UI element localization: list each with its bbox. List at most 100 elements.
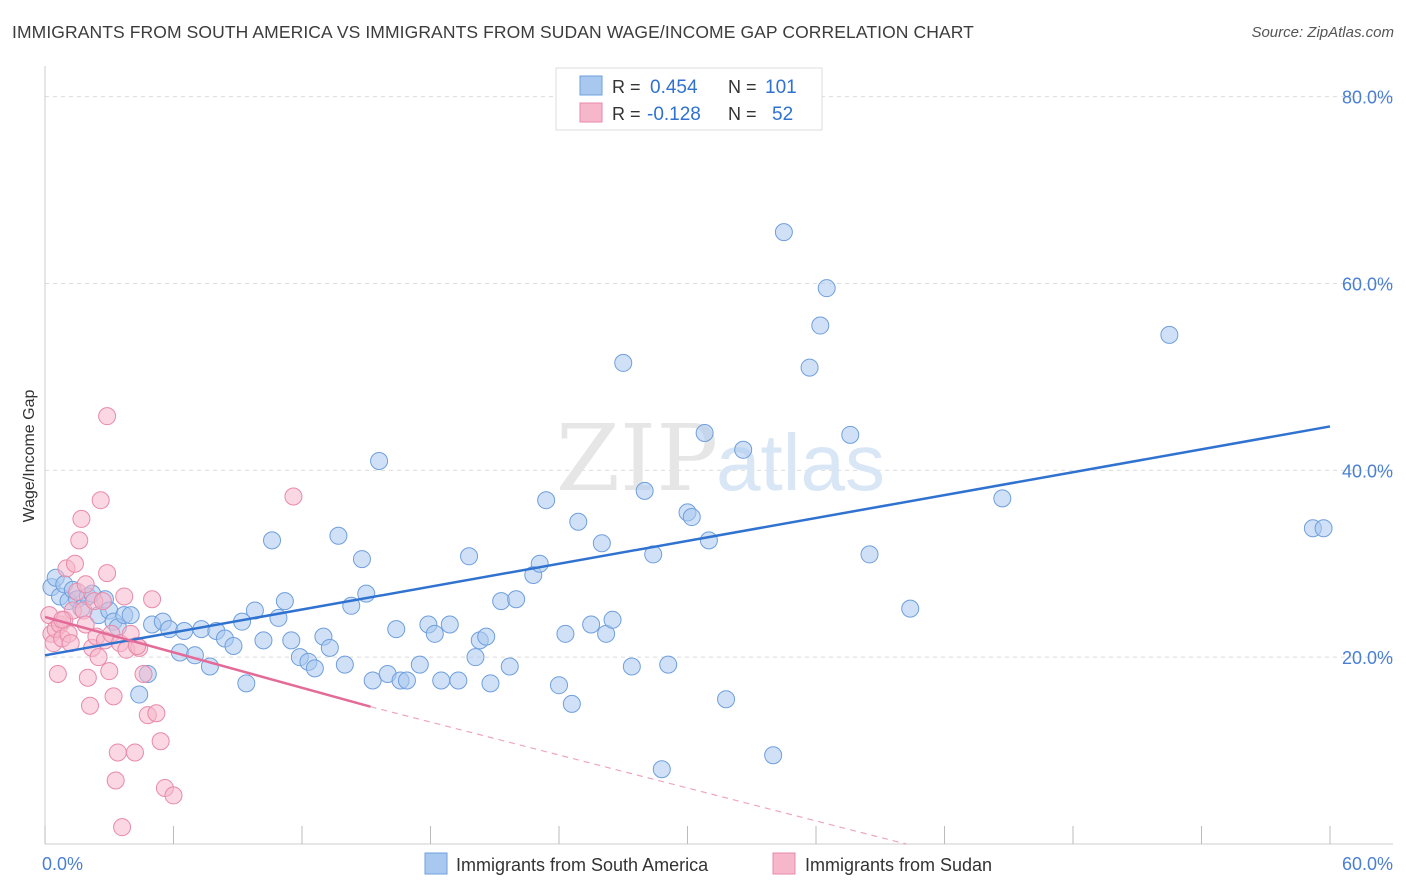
south-america-point	[800, 358, 819, 377]
axes	[44, 66, 1393, 845]
south-america-point	[582, 615, 601, 634]
south-america-point	[993, 489, 1012, 508]
south-america-point	[329, 526, 348, 545]
south-america-point	[440, 615, 459, 634]
sudan-point	[151, 732, 170, 751]
stats-swatch-south-america	[579, 75, 603, 96]
y-axis-label: Wage/Income Gap	[21, 390, 38, 523]
south-america-point	[695, 423, 714, 442]
south-america-point	[500, 657, 519, 676]
sudan-point	[115, 587, 134, 606]
stats-r-label-1: R =	[612, 77, 641, 97]
sudan-point	[134, 664, 153, 683]
y-tick-labels: 20.0% 40.0% 60.0% 80.0%	[1342, 88, 1393, 668]
sudan-point	[98, 407, 117, 426]
south-america-point	[370, 452, 389, 470]
y-tick-label: 40.0%	[1342, 461, 1393, 481]
south-america-point	[121, 606, 140, 625]
south-america-point	[764, 746, 783, 765]
south-america-point	[397, 671, 416, 690]
south-america-point	[682, 508, 701, 527]
south-america-point	[492, 592, 511, 611]
stats-legend: R = 0.454 N = 101 R = -0.128 N = 52	[555, 67, 823, 131]
south-america-point	[263, 531, 282, 550]
source-label: Source: ZipAtlas.com	[1251, 24, 1394, 41]
south-america-point	[335, 655, 354, 674]
south-america-point	[477, 627, 496, 646]
stats-r-label-2: R =	[612, 104, 641, 124]
south-america-point	[550, 676, 568, 695]
south-america-point	[387, 620, 406, 639]
south-america-point	[432, 671, 451, 690]
south-america-point	[363, 671, 382, 690]
south-america-point	[699, 531, 718, 550]
south-america-point	[254, 631, 273, 650]
sudan-point	[76, 575, 95, 594]
sudan-point	[70, 531, 89, 550]
south-america-point	[622, 657, 641, 676]
y-tick-label: 20.0%	[1342, 648, 1393, 668]
south-america-point	[282, 631, 301, 650]
south-america-point	[569, 512, 588, 531]
x-tick-labels: 0.0% 60.0%	[42, 854, 1393, 874]
south-america-point	[614, 353, 633, 372]
y-tick-label: 80.0%	[1342, 88, 1393, 108]
y-tick-label: 60.0%	[1342, 275, 1393, 295]
south-america-point	[774, 223, 793, 242]
south-america-point	[659, 655, 678, 674]
sudan-point	[89, 648, 108, 667]
south-america-point	[817, 279, 836, 298]
stats-n-label-1: N =	[728, 77, 757, 97]
trend-lines	[44, 425, 1331, 845]
south-america-point	[537, 491, 556, 510]
south-america-point	[652, 760, 671, 779]
legend-label-sudan: Immigrants from Sudan	[805, 855, 992, 875]
south-america-point	[734, 440, 753, 459]
sudan-point	[164, 786, 183, 805]
series-legend: Immigrants from South America Immigrants…	[424, 852, 992, 875]
watermark-zip: ZIP	[556, 405, 718, 512]
south-america-point	[275, 592, 294, 611]
grid-lines	[45, 96, 1393, 658]
legend-swatch-sudan	[772, 852, 796, 875]
chart-title: IMMIGRANTS FROM SOUTH AMERICA VS IMMIGRA…	[12, 22, 974, 42]
south-america-point	[185, 646, 204, 665]
south-america-point	[1160, 325, 1179, 344]
sudan-point	[106, 771, 125, 790]
south-america-point	[130, 685, 149, 704]
sudan-point	[48, 664, 67, 683]
stats-r-value-1: 0.454	[650, 77, 698, 98]
stats-swatch-sudan	[579, 102, 603, 123]
south-america-point	[224, 636, 243, 655]
stats-r-value-2: -0.128	[647, 104, 701, 125]
watermark-atlas: atlas	[716, 418, 885, 507]
south-america-point	[466, 648, 485, 667]
stats-n-value-1: 101	[765, 77, 797, 98]
x-tick-label: 60.0%	[1342, 854, 1393, 874]
sudan-point	[91, 491, 110, 510]
south-america-point	[425, 624, 444, 643]
sudan-point	[100, 662, 119, 681]
sudan-point	[98, 564, 117, 583]
south-america-point	[237, 674, 256, 693]
trend-line-sudan	[44, 615, 371, 708]
sudan-point	[143, 590, 162, 609]
sudan-point	[104, 687, 123, 706]
south-america-point	[592, 534, 611, 553]
sudan-point	[65, 554, 84, 573]
x-tick-label: 0.0%	[42, 854, 83, 874]
south-america-point	[481, 674, 500, 693]
south-america-point	[530, 554, 549, 573]
south-america-point	[507, 590, 526, 609]
sudan-point	[113, 818, 132, 837]
south-america-point	[449, 671, 468, 690]
south-america-point	[562, 694, 581, 713]
sudan-point	[108, 743, 127, 762]
sudan-point	[125, 743, 144, 762]
south-america-point	[1314, 519, 1333, 538]
sudan-point	[147, 704, 166, 723]
stats-n-label-2: N =	[728, 104, 757, 124]
south-america-point	[410, 655, 429, 674]
south-america-point	[717, 690, 736, 709]
